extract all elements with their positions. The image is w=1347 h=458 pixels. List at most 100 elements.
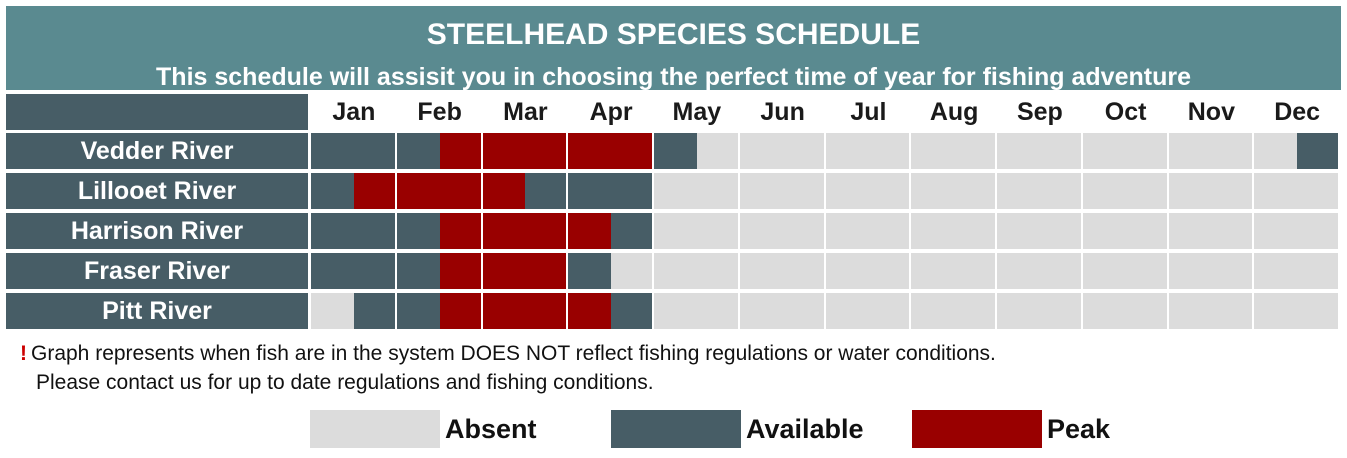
cell-vedder-river-nov-1: [1168, 133, 1212, 169]
cell-harrison-river-jan-1: [311, 213, 354, 249]
header-banner: STEELHEAD SPECIES SCHEDULE This schedule…: [6, 6, 1341, 91]
cell-harrison-river-feb-2: [439, 213, 481, 249]
cell-lillooet-river-nov-2: [1211, 173, 1253, 209]
cell-vedder-river-jul-1: [825, 133, 869, 169]
cell-fraser-river-nov-1: [1168, 253, 1212, 289]
cell-pitt-river-mar-2: [525, 293, 567, 329]
cell-harrison-river-jul-2: [868, 213, 910, 249]
cell-harrison-river-sep-1: [997, 213, 1040, 249]
row-label-vedder-river: Vedder River: [6, 133, 308, 169]
cell-vedder-river-jun-1: [739, 133, 783, 169]
chart-subtitle: This schedule will assisit you in choosi…: [156, 63, 1191, 91]
month-label-aug: Aug: [929, 98, 979, 126]
cell-fraser-river-feb-2: [439, 253, 481, 289]
cell-fraser-river-sep-1: [997, 253, 1040, 289]
row-label-fraser-river: Fraser River: [6, 253, 308, 289]
month-label-jun: Jun: [760, 98, 805, 126]
cell-lillooet-river-jan-1: [311, 173, 354, 209]
cell-fraser-river-jul-1: [825, 253, 869, 289]
cell-harrison-river-jul-1: [825, 213, 869, 249]
cell-fraser-river-dec-2: [1297, 253, 1338, 289]
cell-vedder-river-oct-2: [1125, 133, 1167, 169]
cell-vedder-river-jan-1: [311, 133, 354, 169]
cell-fraser-river-oct-2: [1125, 253, 1167, 289]
row-label-lillooet-river: Lillooet River: [6, 173, 308, 209]
warning-icon: !: [20, 342, 27, 365]
cell-fraser-river-aug-2: [954, 253, 995, 289]
cell-pitt-river-sep-2: [1039, 293, 1081, 329]
footnote-line-1: ! Graph represents when fish are in the s…: [20, 340, 996, 368]
cell-lillooet-river-feb-1: [396, 173, 440, 209]
cell-vedder-river-dec-2: [1297, 133, 1338, 169]
row-label-pitt-river: Pitt River: [6, 293, 308, 329]
cell-fraser-river-jul-2: [868, 253, 910, 289]
legend-swatch-absent: [310, 410, 440, 448]
cell-harrison-river-aug-1: [911, 213, 955, 249]
cell-harrison-river-may-2: [696, 213, 738, 249]
month-label-oct: Oct: [1104, 98, 1147, 126]
cell-pitt-river-nov-1: [1168, 293, 1212, 329]
cell-lillooet-river-nov-1: [1168, 173, 1212, 209]
cell-pitt-river-apr-2: [611, 293, 652, 329]
month-label-dec: Dec: [1274, 98, 1321, 126]
month-label-sep: Sep: [1016, 98, 1063, 126]
cell-lillooet-river-feb-2: [439, 173, 481, 209]
cell-fraser-river-apr-1: [568, 253, 612, 289]
cell-pitt-river-jan-2: [353, 293, 395, 329]
row-label-harrison-river: Harrison River: [6, 213, 308, 249]
cell-pitt-river-may-1: [654, 293, 697, 329]
legend-label-available: Available: [746, 414, 864, 444]
legend-label-peak: Peak: [1047, 414, 1111, 444]
cell-harrison-river-jun-2: [782, 213, 824, 249]
footnote-text-1: Graph represents when fish are in the sy…: [31, 342, 996, 365]
legend-label-absent: Absent: [445, 414, 537, 444]
cell-harrison-river-dec-1: [1254, 213, 1298, 249]
legend-swatch-peak: [912, 410, 1042, 448]
cell-vedder-river-aug-2: [954, 133, 995, 169]
cell-pitt-river-oct-2: [1125, 293, 1167, 329]
cell-vedder-river-mar-1: [482, 133, 526, 169]
cell-lillooet-river-jan-2: [353, 173, 395, 209]
cell-harrison-river-aug-2: [954, 213, 995, 249]
cell-harrison-river-nov-1: [1168, 213, 1212, 249]
cell-lillooet-river-oct-1: [1082, 173, 1126, 209]
cell-fraser-river-feb-1: [396, 253, 440, 289]
cell-vedder-river-sep-1: [997, 133, 1040, 169]
cell-fraser-river-jun-2: [782, 253, 824, 289]
cell-fraser-river-jan-1: [311, 253, 354, 289]
cell-pitt-river-may-2: [696, 293, 738, 329]
cell-vedder-river-sep-2: [1039, 133, 1081, 169]
cell-harrison-river-apr-2: [611, 213, 652, 249]
cell-harrison-river-apr-1: [568, 213, 612, 249]
month-label-may: May: [672, 98, 722, 126]
cell-harrison-river-jun-1: [739, 213, 783, 249]
month-label-mar: Mar: [503, 98, 548, 126]
cell-vedder-river-apr-1: [568, 133, 612, 169]
cell-harrison-river-may-1: [654, 213, 697, 249]
cell-pitt-river-oct-1: [1082, 293, 1126, 329]
cell-harrison-river-oct-2: [1125, 213, 1167, 249]
cell-vedder-river-dec-1: [1254, 133, 1298, 169]
cell-vedder-river-may-1: [654, 133, 697, 169]
cell-harrison-river-nov-2: [1211, 213, 1253, 249]
cell-vedder-river-jan-2: [353, 133, 395, 169]
cell-lillooet-river-mar-2: [525, 173, 567, 209]
cell-harrison-river-mar-2: [525, 213, 567, 249]
cell-pitt-river-jun-1: [739, 293, 783, 329]
cell-pitt-river-mar-1: [482, 293, 526, 329]
cell-lillooet-river-aug-1: [911, 173, 955, 209]
cell-fraser-river-mar-1: [482, 253, 526, 289]
cell-fraser-river-jun-1: [739, 253, 783, 289]
cell-vedder-river-mar-2: [525, 133, 567, 169]
cell-lillooet-river-aug-2: [954, 173, 995, 209]
month-label-apr: Apr: [589, 98, 633, 126]
cell-vedder-river-oct-1: [1082, 133, 1126, 169]
cell-pitt-river-feb-2: [439, 293, 481, 329]
month-label-nov: Nov: [1187, 98, 1235, 126]
cell-lillooet-river-dec-1: [1254, 173, 1298, 209]
grid-corner-cell: [6, 94, 308, 130]
cell-harrison-river-sep-2: [1039, 213, 1081, 249]
month-label-jul: Jul: [850, 98, 887, 126]
cell-vedder-river-may-2: [696, 133, 738, 169]
